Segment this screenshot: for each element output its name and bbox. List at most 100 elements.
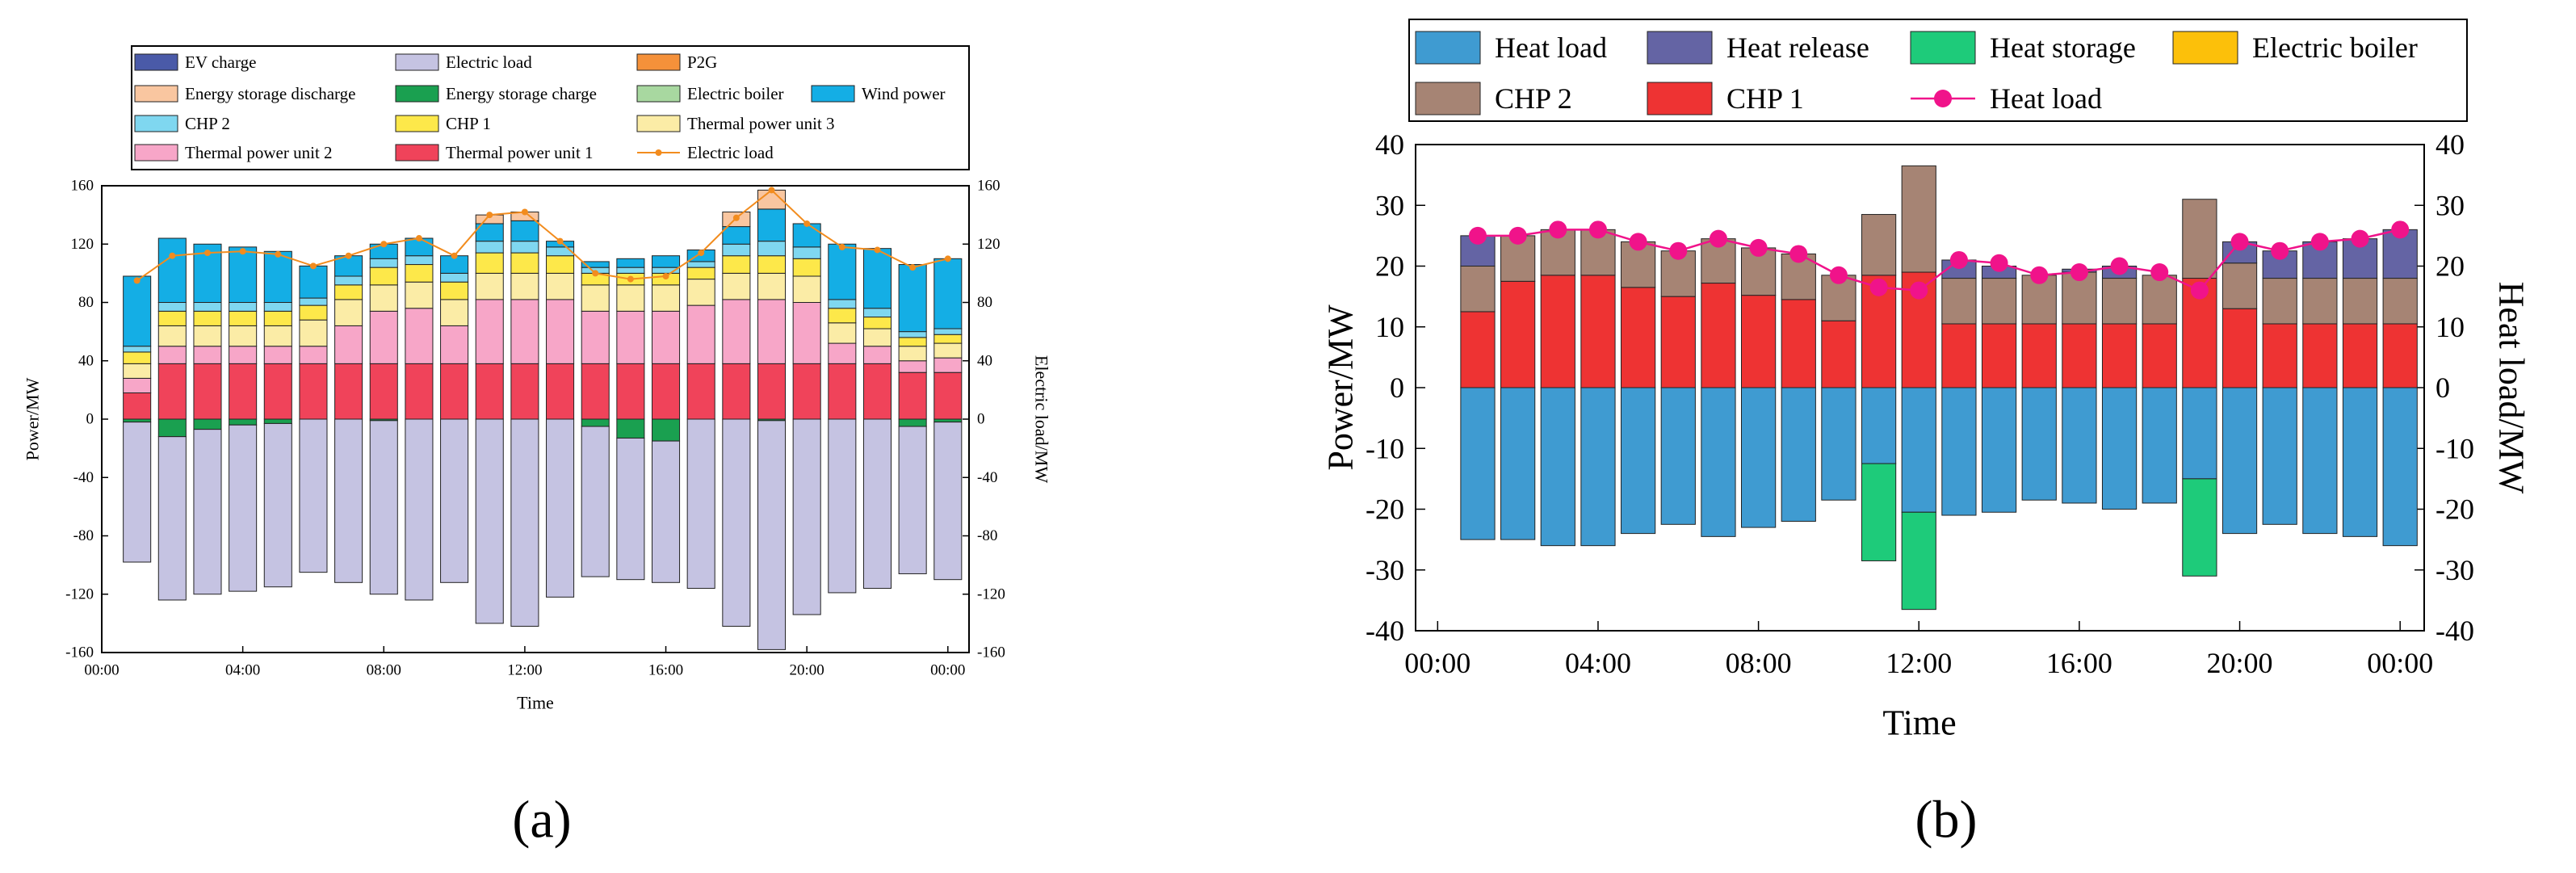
y2-tick-label: 30 bbox=[2435, 189, 2465, 221]
bar-segment bbox=[686, 261, 715, 268]
legend-label: Thermal power unit 3 bbox=[687, 114, 835, 133]
y2-tick-label: 0 bbox=[977, 411, 985, 428]
legend-label: Thermal power unit 1 bbox=[446, 143, 594, 162]
bar-segment bbox=[616, 418, 645, 439]
y2-tick-label: -160 bbox=[977, 644, 1005, 661]
line-marker bbox=[1468, 226, 1487, 245]
bar-segment bbox=[299, 265, 328, 299]
bar-segment bbox=[2382, 387, 2418, 547]
line-marker bbox=[2150, 263, 2169, 282]
legend-swatch bbox=[134, 144, 178, 162]
line-marker bbox=[1508, 226, 1527, 245]
bar-segment bbox=[475, 363, 504, 420]
y-tick-label: 160 bbox=[71, 178, 94, 195]
y2-tick-label: 20 bbox=[2435, 250, 2465, 283]
bar-segment bbox=[757, 208, 787, 242]
bar-segment bbox=[510, 363, 539, 420]
y2-tick-label: -20 bbox=[2435, 493, 2474, 526]
bar-segment bbox=[334, 275, 363, 286]
bar-segment bbox=[2101, 278, 2138, 325]
x-tick-label: 20:00 bbox=[2207, 647, 2273, 679]
bar-segment bbox=[792, 223, 821, 248]
bar-segment bbox=[123, 422, 152, 563]
bar-segment bbox=[2382, 323, 2418, 388]
legend-swatch bbox=[1415, 31, 1481, 65]
bar-segment bbox=[299, 297, 328, 306]
y-tick-label: 40 bbox=[1375, 128, 1404, 161]
legend-swatch bbox=[1415, 82, 1481, 115]
bar-segment bbox=[369, 258, 398, 268]
bar-segment bbox=[828, 243, 857, 300]
legend-swatch bbox=[1647, 31, 1713, 65]
bar-segment bbox=[1901, 511, 1936, 611]
legend-label: Electric load bbox=[687, 143, 774, 162]
x-tick-label: 00:00 bbox=[1404, 647, 1471, 679]
line-marker bbox=[944, 255, 951, 262]
bar-segment bbox=[475, 241, 504, 254]
bar-segment bbox=[1660, 296, 1696, 388]
line-marker bbox=[2070, 263, 2088, 282]
line-marker bbox=[1829, 266, 1848, 284]
bar-segment bbox=[792, 363, 821, 420]
bar-segment bbox=[1660, 387, 1696, 525]
bar-segment bbox=[616, 363, 645, 420]
bar-segment bbox=[193, 429, 222, 595]
bar-segment bbox=[123, 351, 152, 364]
line-marker bbox=[1990, 254, 2008, 272]
line-marker bbox=[1709, 229, 1727, 248]
bar-segment bbox=[722, 255, 751, 274]
bar-segment bbox=[1941, 278, 1977, 325]
bar-segment bbox=[229, 325, 258, 347]
bar-segment bbox=[2182, 199, 2217, 279]
y2-tick-label: -40 bbox=[977, 469, 997, 486]
bar-segment bbox=[157, 237, 187, 303]
legend-box bbox=[131, 45, 970, 170]
bar-segment bbox=[686, 418, 715, 590]
legend-swatch bbox=[395, 144, 439, 162]
bar-segment bbox=[1901, 165, 1936, 273]
bar-segment bbox=[652, 418, 681, 442]
bar-segment bbox=[475, 418, 504, 624]
bar-segment bbox=[757, 255, 787, 274]
x-tick-label: 16:00 bbox=[2046, 647, 2112, 679]
bar-segment bbox=[1701, 283, 1736, 388]
bar-segment bbox=[757, 241, 787, 257]
bar-segment bbox=[229, 346, 258, 364]
legend-swatch bbox=[636, 85, 681, 103]
y2-tick-label: 0 bbox=[2435, 371, 2450, 404]
bar-segment bbox=[405, 363, 434, 420]
bar-segment bbox=[2342, 278, 2378, 325]
legend-label: EV charge bbox=[185, 52, 256, 72]
legend-label: CHP 2 bbox=[185, 114, 230, 133]
legend-label: Thermal power unit 2 bbox=[185, 143, 333, 162]
bar-segment bbox=[2302, 323, 2338, 388]
bar-segment bbox=[722, 272, 751, 300]
bar-segment bbox=[546, 255, 575, 274]
y2-tick-label: 160 bbox=[977, 178, 1001, 195]
bar-segment bbox=[2021, 387, 2057, 501]
line-marker bbox=[275, 250, 282, 258]
bar-segment bbox=[193, 302, 222, 312]
bar-segment bbox=[193, 310, 222, 326]
bar-segment bbox=[263, 418, 292, 424]
bar-segment bbox=[757, 420, 787, 650]
bar-segment bbox=[581, 426, 610, 577]
bar-segment bbox=[722, 363, 751, 420]
legend-swatch bbox=[134, 53, 178, 71]
legend-label: Heat release bbox=[1726, 31, 1869, 64]
bar-segment bbox=[828, 418, 857, 594]
bar-segment bbox=[616, 267, 645, 274]
bar-segment bbox=[2221, 262, 2258, 309]
bar-segment bbox=[157, 418, 187, 438]
bar-segment bbox=[2302, 387, 2338, 535]
bar-segment bbox=[369, 363, 398, 420]
bar-segment bbox=[229, 246, 258, 303]
bar-segment bbox=[828, 322, 857, 344]
bar-segment bbox=[652, 440, 681, 583]
bar-segment bbox=[2221, 387, 2258, 535]
bar-segment bbox=[1981, 278, 2017, 325]
bar-segment bbox=[898, 264, 927, 333]
bar-segment bbox=[1460, 311, 1496, 388]
bar-segment bbox=[263, 310, 292, 326]
y-tick-label: -80 bbox=[73, 527, 94, 544]
